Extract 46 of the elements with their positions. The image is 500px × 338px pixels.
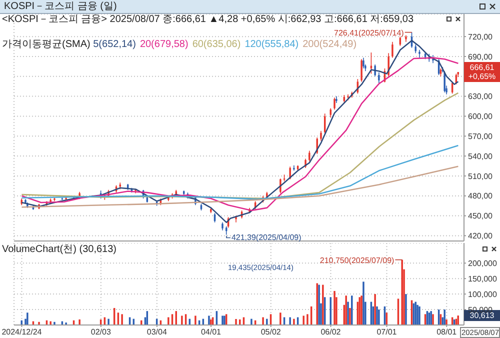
x-tick-label: 04/01 <box>200 328 222 337</box>
x-tick-label: 07/01 <box>376 328 398 337</box>
text: 60(635,06) <box>192 39 241 50</box>
x-tick-label: 2024/12/24 <box>2 328 42 337</box>
candlestick <box>392 41 394 58</box>
y-tick-label: 420,00 <box>468 232 494 241</box>
line-series <box>21 57 459 212</box>
y-tick-label: 200,000 <box>468 258 498 268</box>
y-tick-label: 150,000 <box>468 274 498 284</box>
legend-title: 가격이동평균(SMA) <box>2 39 92 50</box>
y-tick-label: 570,00 <box>468 132 494 141</box>
y-tick-label: 600,00 <box>468 112 494 122</box>
annotation: 210,750(2025/07/09) <box>320 256 395 265</box>
text: 200(524,49) <box>302 39 357 50</box>
line-series <box>21 166 459 208</box>
candlestick <box>280 178 282 194</box>
chart-title: VolumeChart(천) (30,613) <box>2 244 116 255</box>
y-tick-label: 690,00 <box>468 52 494 62</box>
text: 120(555,84) <box>244 39 299 50</box>
candlestick <box>289 166 291 180</box>
line-series <box>21 144 459 200</box>
candlestick <box>334 97 336 110</box>
y-tick-label: 510,00 <box>468 172 494 181</box>
annotation: 666,61 +0,65% <box>468 63 496 82</box>
candlestick <box>362 57 364 69</box>
x-tick-label: 05/02 <box>260 328 282 337</box>
candlestick <box>320 130 322 142</box>
annotation: 726,41(2025/07/14) <box>334 28 404 38</box>
candlestick <box>378 72 380 84</box>
y-tick-label: 450,00 <box>468 212 494 221</box>
chart-subtitle: <KOSPI－코스피 금융> 2025/08/07 종:666,61 ▲4,28 +0,65% 시:662,93 고:666,61 저:659,03 <box>2 14 414 25</box>
candlestick <box>360 58 362 82</box>
y-tick-label: 540,00 <box>468 152 494 161</box>
x-tick-label: 03/04 <box>146 328 168 337</box>
text: 20(679,58) <box>140 39 188 50</box>
y-tick-label: 630,00 <box>468 92 494 102</box>
y-tick-label: 720,00 <box>468 32 494 42</box>
x-tick-label: 06/02 <box>320 328 342 337</box>
x-tick-label: 02/03 <box>90 328 112 337</box>
x-tick-label: 08/01 <box>436 328 458 337</box>
text: 5(652,14) <box>93 39 136 50</box>
annotation: 421,39(2025/04/09) <box>231 232 302 242</box>
chart-title: KOSPI－코스피 금융 (일) <box>4 0 117 13</box>
candlestick <box>308 150 310 162</box>
y-tick-label: 480,00 <box>468 192 494 201</box>
y-tick-label: 100,000 <box>468 290 498 299</box>
